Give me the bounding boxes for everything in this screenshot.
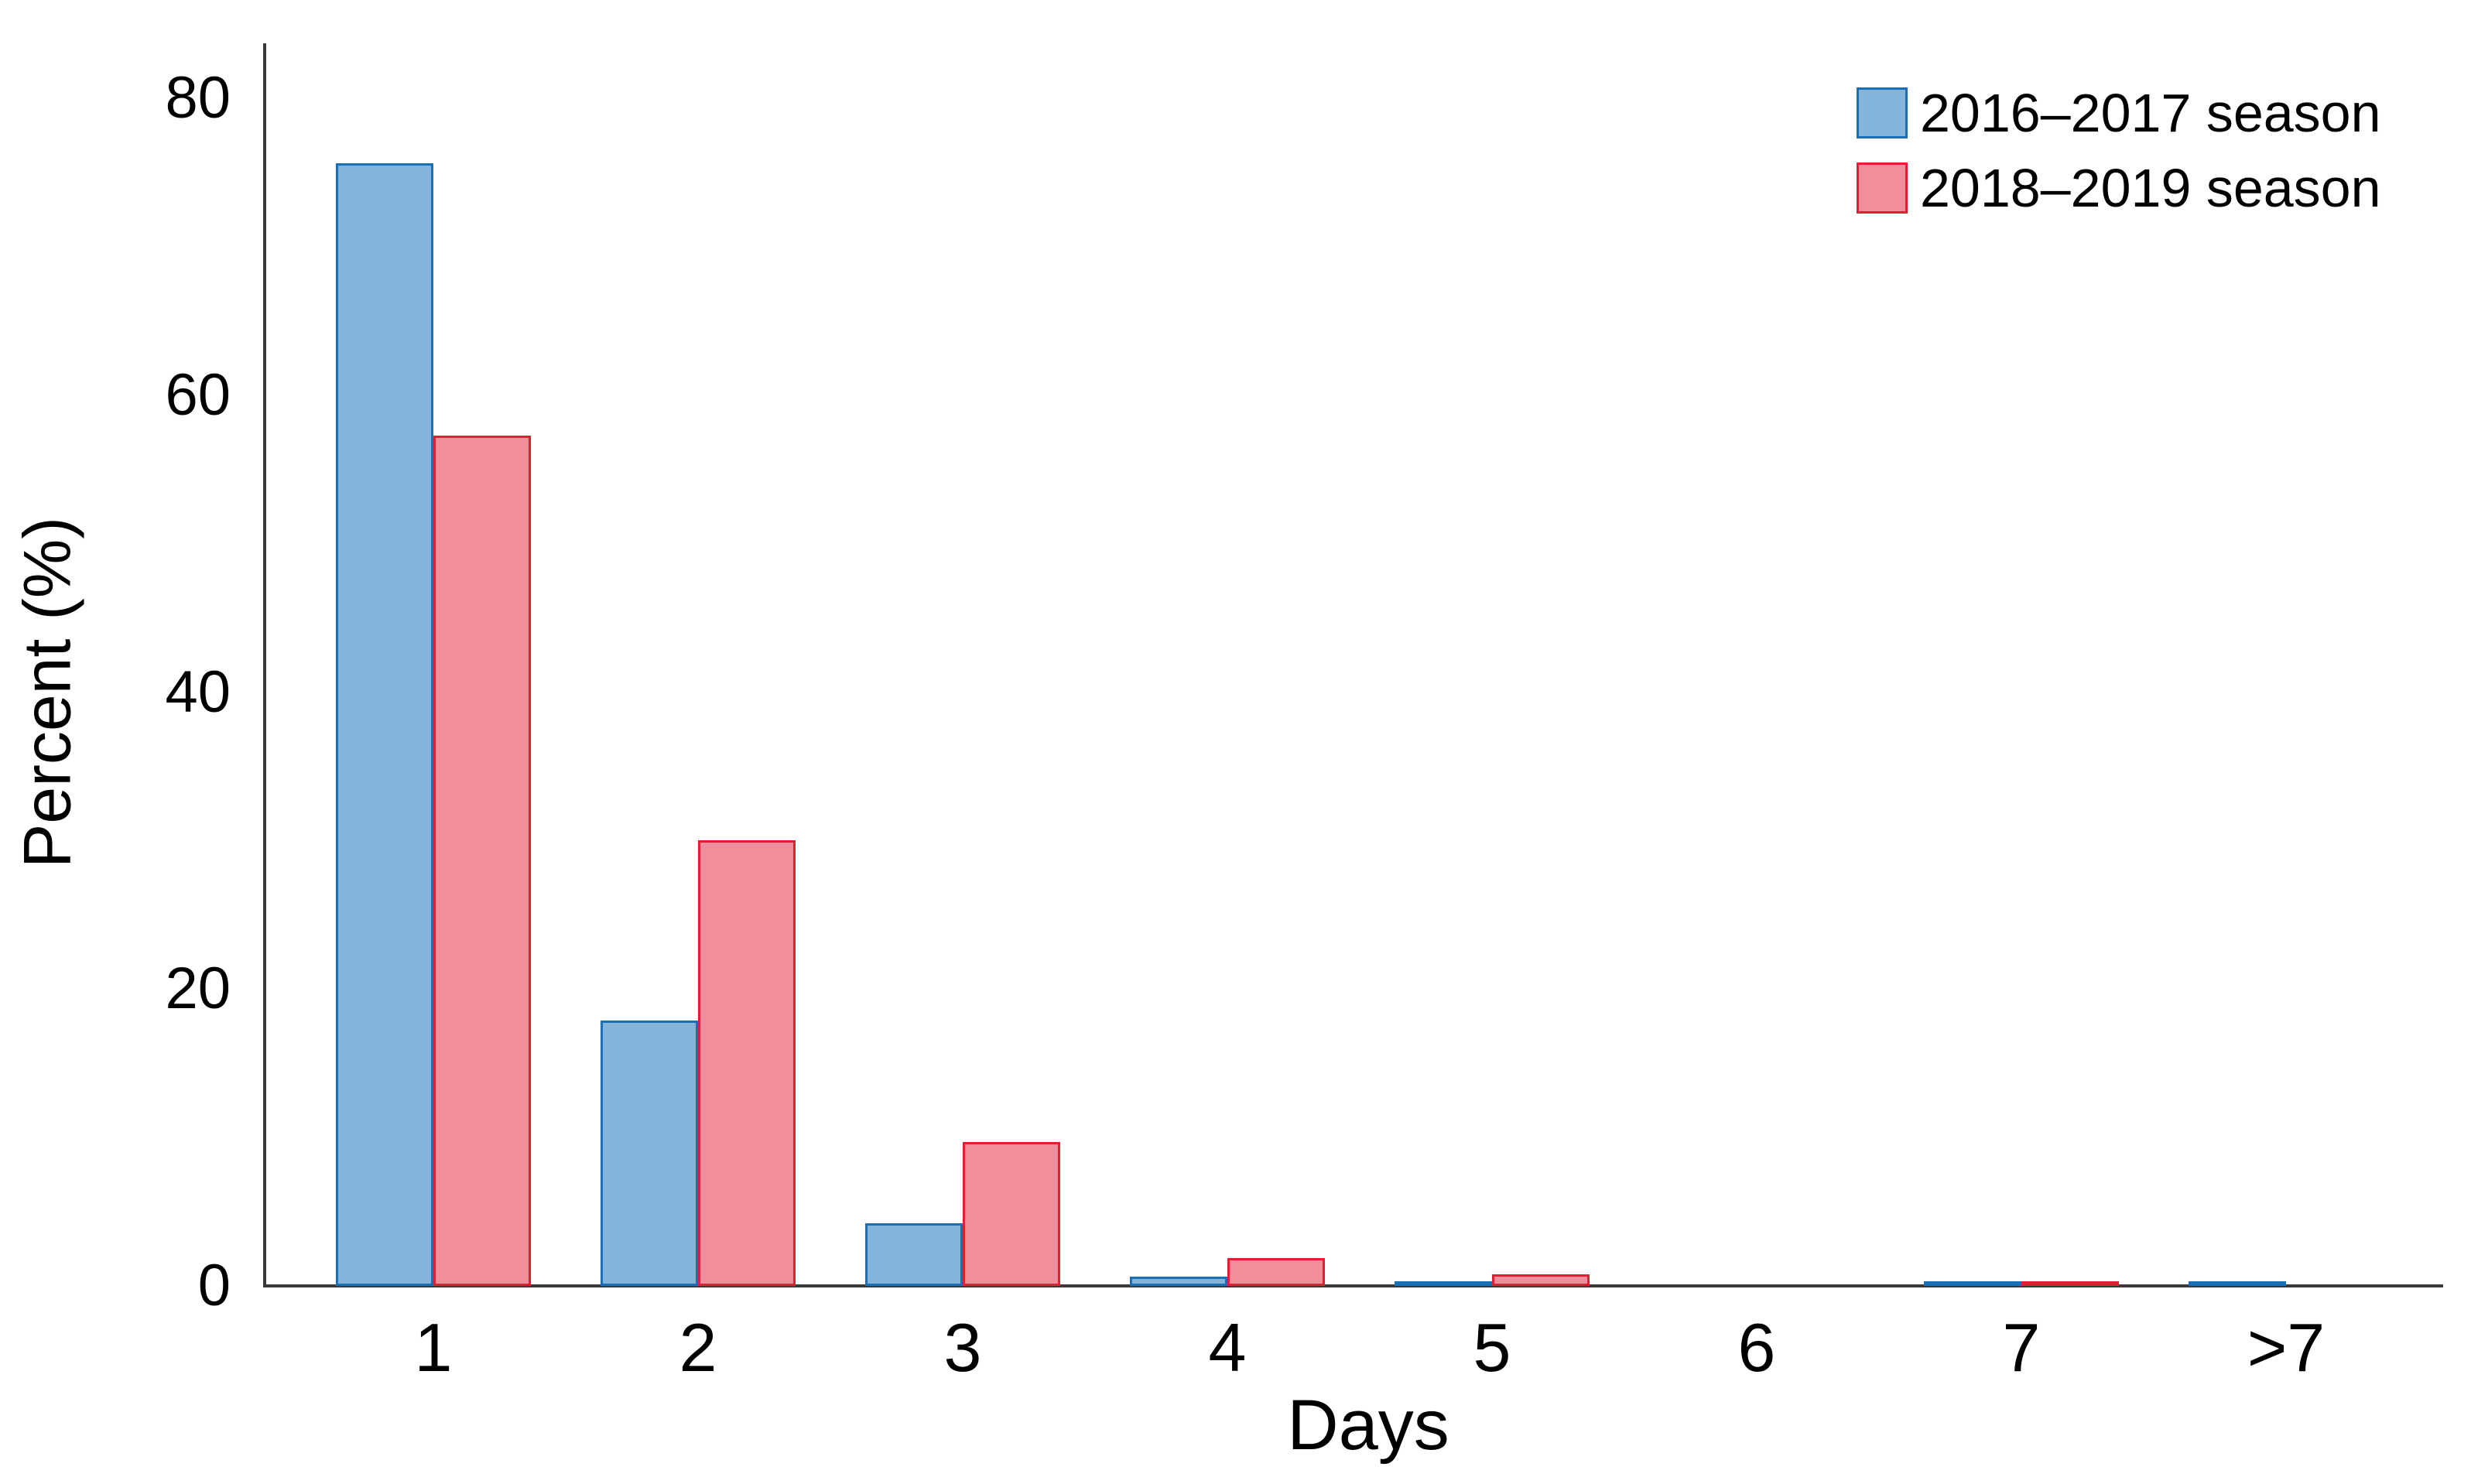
x-tick-label-6: 6 bbox=[1737, 1309, 1776, 1386]
bar-day3-series1 bbox=[865, 1223, 963, 1286]
x-tick-label-3: 3 bbox=[943, 1309, 982, 1386]
y-tick-label-40: 40 bbox=[165, 658, 231, 725]
y-tick-label-80: 80 bbox=[165, 65, 231, 131]
y-axis-tick-labels: 0 20 40 60 80 bbox=[0, 0, 231, 1484]
y-tick-label-0: 0 bbox=[197, 1253, 231, 1318]
x-tick-label-5: 5 bbox=[1473, 1309, 1511, 1386]
bar-day1-series1 bbox=[336, 163, 433, 1286]
bar-day2-series1 bbox=[601, 1021, 698, 1286]
bar-day2-series2 bbox=[698, 840, 796, 1286]
bar-day1-series2 bbox=[433, 436, 531, 1286]
x-axis-title: Days bbox=[1287, 1386, 1449, 1465]
bar-day5-series1 bbox=[1395, 1281, 1492, 1286]
legend-swatch-icon bbox=[1857, 87, 1908, 138]
bar-day7-series2 bbox=[2021, 1281, 2119, 1286]
legend-label: 2016–2017 season bbox=[1920, 83, 2381, 143]
x-tick-label-4: 4 bbox=[1208, 1309, 1247, 1386]
legend-row-2: 2018–2019 season bbox=[1857, 161, 2381, 215]
legend-label: 2018–2019 season bbox=[1920, 158, 2381, 218]
y-tick-label-20: 20 bbox=[165, 956, 231, 1022]
x-tick-label-gt7: >7 bbox=[2247, 1309, 2326, 1386]
x-tick-label-7: 7 bbox=[2002, 1309, 2041, 1386]
legend: 2016–2017 season 2018–2019 season bbox=[1857, 86, 2381, 236]
y-tick-label-60: 60 bbox=[165, 361, 231, 428]
legend-swatch-icon bbox=[1857, 162, 1908, 214]
y-axis-line bbox=[263, 43, 266, 1287]
bar-day3-series2 bbox=[963, 1142, 1060, 1286]
plot-area bbox=[265, 98, 2443, 1286]
bar-day5-series2 bbox=[1492, 1274, 1590, 1286]
bar-day7-series1 bbox=[1924, 1281, 2021, 1286]
x-axis-line bbox=[263, 1284, 2443, 1287]
bar-daygt7-series1 bbox=[2189, 1281, 2286, 1286]
bar-day4-series2 bbox=[1227, 1258, 1325, 1286]
bar-day4-series1 bbox=[1130, 1277, 1227, 1286]
x-tick-label-1: 1 bbox=[414, 1309, 453, 1386]
legend-row-1: 2016–2017 season bbox=[1857, 86, 2381, 140]
x-tick-label-2: 2 bbox=[679, 1309, 717, 1386]
